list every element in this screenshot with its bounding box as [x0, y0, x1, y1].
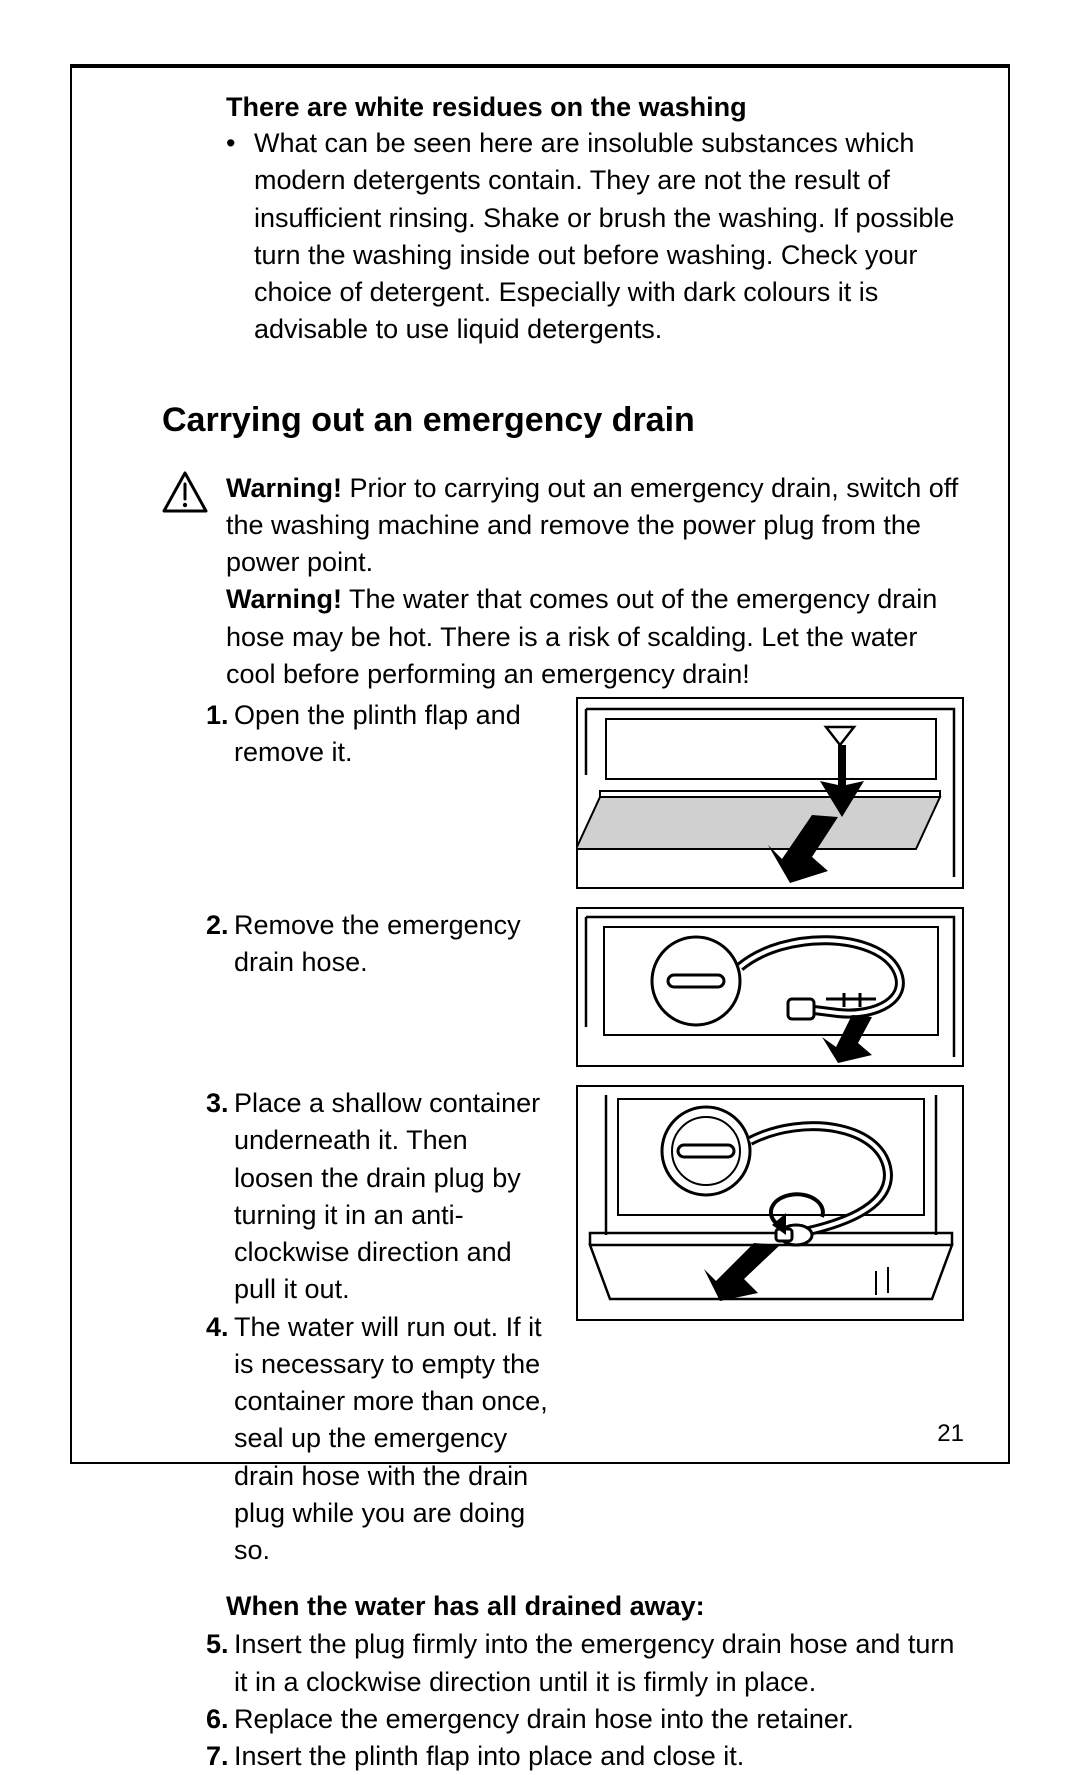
warning-icon-col [162, 470, 226, 694]
step-3-num: 3. [206, 1085, 234, 1309]
step-7-text: Insert the plinth flap into place and cl… [234, 1738, 964, 1775]
step-1-num: 1. [206, 697, 234, 772]
step-7: 7. Insert the plinth flap into place and… [206, 1738, 964, 1775]
figure-plinth-flap [576, 697, 964, 889]
step-2-text: Remove the emergency drain hose. [234, 907, 554, 982]
residues-bullet: • What can be seen here are insoluble su… [226, 125, 964, 349]
step-1-text: Open the plinth flap and remove it. [234, 697, 554, 772]
step-2-num: 2. [206, 907, 234, 982]
content-frame: There are white residues on the washing … [70, 64, 1010, 1464]
step-6: 6. Replace the emergency drain hose into… [206, 1701, 964, 1738]
warning2-label: Warning! [226, 584, 342, 614]
step-5-text: Insert the plug firmly into the emergenc… [234, 1626, 964, 1701]
step-4-num: 4. [206, 1309, 234, 1570]
page-number: 21 [937, 1420, 964, 1448]
step-6-num: 6. [206, 1701, 234, 1738]
warning-triangle-icon [162, 470, 208, 516]
step-3-text: Place a shallow container underneath it.… [234, 1085, 554, 1309]
step-2: 2. Remove the emergency drain hose. [206, 907, 554, 982]
step-1: 1. Open the plinth flap and remove it. [206, 697, 554, 772]
manual-page: There are white residues on the washing … [0, 0, 1080, 1529]
residues-section: There are white residues on the washing … [226, 92, 964, 349]
step1-row: 1. Open the plinth flap and remove it. [162, 697, 964, 889]
step2-row: 2. Remove the emergency drain hose. [162, 907, 964, 1067]
step-4: 4. The water will run out. If it is nece… [206, 1309, 554, 1570]
step-3: 3. Place a shallow container underneath … [206, 1085, 554, 1309]
residues-text: What can be seen here are insoluble subs… [254, 125, 964, 349]
emergency-drain-heading: Carrying out an emergency drain [162, 401, 964, 440]
after-drained-heading: When the water has all drained away: [226, 1591, 964, 1622]
step-5: 5. Insert the plug firmly into the emerg… [206, 1626, 964, 1701]
step-6-text: Replace the emergency drain hose into th… [234, 1701, 964, 1738]
steps-block: 1. Open the plinth flap and remove it. [162, 697, 964, 1569]
step-4-text: The water will run out. If it is necessa… [234, 1309, 554, 1570]
warning1-label: Warning! [226, 473, 342, 503]
figure-drain-hose [576, 907, 964, 1067]
warning-text: Warning! Prior to carrying out an emerge… [226, 470, 964, 694]
step34-row: 3. Place a shallow container underneath … [162, 1085, 964, 1569]
residues-heading: There are white residues on the washing [226, 92, 964, 123]
figure-container-drain [576, 1085, 964, 1321]
step-7-num: 7. [206, 1738, 234, 1775]
step-5-num: 5. [206, 1626, 234, 1701]
bullet-icon: • [226, 125, 254, 349]
warning-block: Warning! Prior to carrying out an emerge… [162, 470, 964, 694]
